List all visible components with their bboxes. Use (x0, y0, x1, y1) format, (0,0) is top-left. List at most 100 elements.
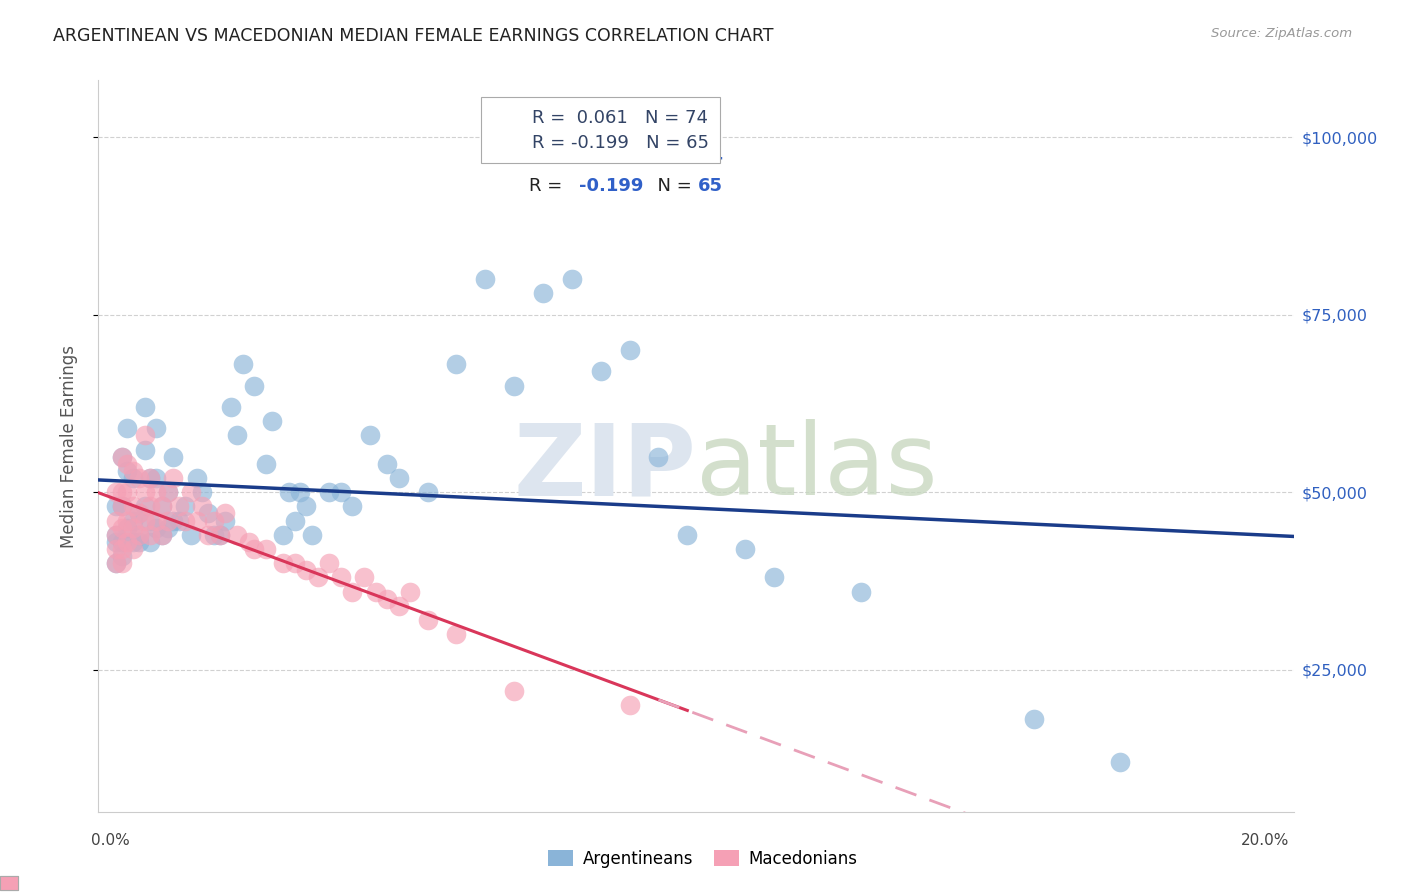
Point (197, 507, 219, 521)
Point (110, 521, 132, 535)
Point (104, 528, 127, 542)
Point (104, 514, 127, 528)
Point (186, 514, 208, 528)
Point (122, 514, 145, 528)
Point (174, 500, 197, 514)
Text: 65: 65 (699, 178, 723, 195)
Point (375, 591, 398, 606)
Point (197, 528, 219, 542)
Point (364, 584, 387, 599)
Point (208, 528, 231, 542)
Text: N =: N = (645, 178, 697, 195)
Point (284, 556, 307, 570)
Point (122, 471, 145, 485)
Point (416, 613, 439, 627)
Point (353, 570, 375, 584)
Point (150, 528, 173, 542)
Point (145, 471, 167, 485)
Point (110, 549, 132, 563)
Point (104, 528, 127, 542)
Point (122, 521, 145, 535)
Point (145, 421, 167, 435)
Point (191, 500, 214, 514)
Point (128, 534, 150, 549)
Point (849, 584, 872, 599)
Point (271, 528, 294, 542)
Text: 20.0%: 20.0% (1240, 833, 1289, 848)
Point (301, 528, 323, 542)
Point (278, 485, 301, 500)
Text: 74: 74 (699, 148, 723, 166)
Point (167, 514, 190, 528)
Point (295, 500, 318, 514)
Point (104, 534, 127, 549)
Point (104, 541, 127, 556)
Point (117, 514, 139, 528)
Text: N =: N = (645, 148, 697, 166)
Point (110, 500, 132, 514)
Point (589, 364, 612, 378)
Point (202, 514, 225, 528)
Point (128, 507, 150, 521)
Point (174, 514, 197, 528)
Point (531, 286, 554, 301)
Point (219, 400, 242, 414)
Point (117, 534, 139, 549)
Point (122, 534, 145, 549)
Text: ARGENTINEAN VS MACEDONIAN MEDIAN FEMALE EARNINGS CORRELATION CHART: ARGENTINEAN VS MACEDONIAN MEDIAN FEMALE … (53, 27, 773, 45)
Point (290, 485, 312, 500)
Point (214, 507, 236, 521)
Point (388, 471, 411, 485)
Point (619, 343, 641, 358)
Text: R =: R = (529, 178, 568, 195)
Point (180, 485, 202, 500)
Point (134, 442, 156, 457)
Point (180, 528, 202, 542)
Point (214, 514, 236, 528)
Point (156, 485, 179, 500)
Point (226, 528, 249, 542)
Point (110, 534, 132, 549)
Point (329, 570, 352, 584)
Point (318, 485, 340, 500)
Legend: Argentineans, Macedonians: Argentineans, Macedonians (541, 844, 865, 875)
Point (104, 556, 127, 570)
Point (238, 534, 260, 549)
Point (202, 528, 225, 542)
Point (375, 457, 398, 471)
Text: -0.199: -0.199 (579, 178, 643, 195)
Point (446, 627, 468, 641)
Point (122, 500, 145, 514)
Text: 0.061: 0.061 (579, 148, 643, 166)
Point (117, 464, 139, 478)
Point (254, 457, 277, 471)
Point (128, 471, 150, 485)
Point (734, 541, 756, 556)
Point (243, 378, 266, 392)
Point (156, 521, 179, 535)
Point (104, 500, 127, 514)
Point (139, 528, 162, 542)
Point (139, 534, 162, 549)
Point (359, 428, 381, 442)
Point (503, 684, 526, 698)
Point (139, 514, 162, 528)
Text: ZIP: ZIP (513, 419, 696, 516)
Point (134, 485, 156, 500)
Point (647, 450, 669, 464)
Point (399, 584, 422, 599)
Point (145, 485, 167, 500)
Point (117, 421, 139, 435)
Point (676, 528, 699, 542)
Point (329, 485, 352, 500)
Point (110, 541, 132, 556)
Point (134, 428, 156, 442)
Text: Source: ZipAtlas.com: Source: ZipAtlas.com (1212, 27, 1353, 40)
Legend: R =  0.061   N = 74, R = -0.199   N = 65: R = 0.061 N = 74, R = -0.199 N = 65 (481, 96, 720, 163)
Text: R =: R = (529, 148, 568, 166)
Point (318, 556, 340, 570)
Point (167, 500, 190, 514)
Point (295, 563, 318, 577)
Point (191, 485, 214, 500)
Point (162, 514, 184, 528)
